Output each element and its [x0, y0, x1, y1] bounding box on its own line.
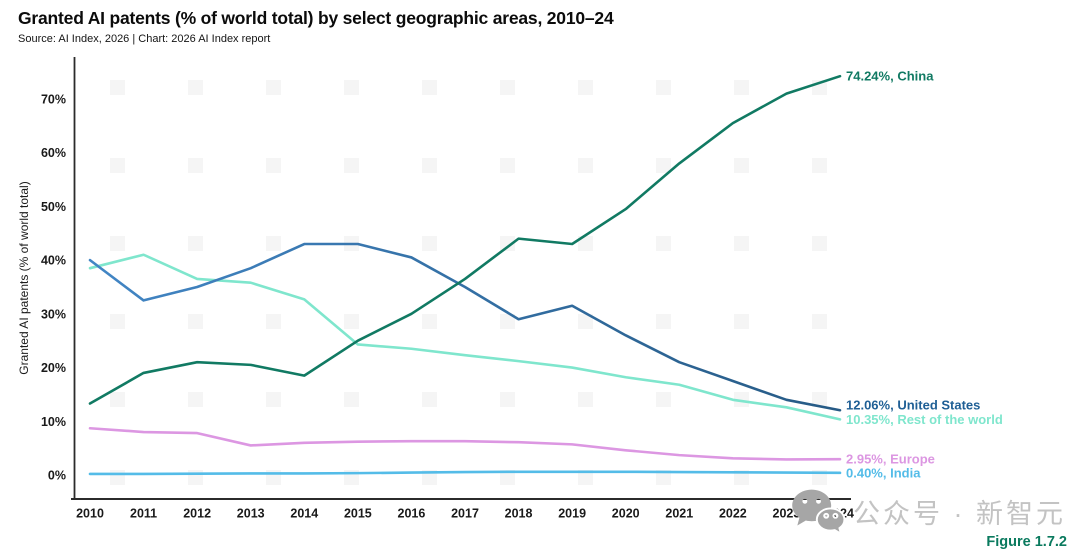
series-line-china	[88, 74, 842, 405]
y-tick-label: 50%	[41, 200, 66, 214]
x-tick-label: 2014	[290, 507, 318, 521]
series-line-india	[88, 470, 842, 476]
y-tick-label: 20%	[41, 361, 66, 375]
y-tick-label: 0%	[48, 469, 66, 483]
y-tick-label: 60%	[41, 146, 66, 160]
series-end-label-china: 74.24%, China	[846, 69, 934, 84]
x-tick-label: 2013	[237, 507, 265, 521]
x-tick-label: 2024	[826, 507, 854, 521]
chart-title: Granted AI patents (% of world total) by…	[18, 8, 614, 28]
chart-source: Source: AI Index, 2026 | Chart: 2026 AI …	[18, 33, 271, 45]
x-tick-label: 2021	[665, 507, 693, 521]
x-tick-label: 2019	[558, 507, 586, 521]
y-tick-label: 70%	[41, 92, 66, 106]
y-tick-label: 30%	[41, 307, 66, 321]
x-tick-label: 2010	[76, 507, 104, 521]
series-line-europe	[88, 426, 842, 461]
x-tick-label: 2011	[130, 507, 157, 521]
series-end-label-india: 0.40%, India	[846, 465, 921, 480]
x-tick-label: 2018	[505, 507, 533, 521]
x-tick-label: 2016	[398, 507, 426, 521]
series-end-label-europe: 2.95%, Europe	[846, 452, 935, 467]
x-tick-label: 2020	[612, 507, 640, 521]
series-end-label-rest-of-the-world: 10.35%, Rest of the world	[846, 412, 1003, 427]
x-tick-label: 2022	[719, 507, 747, 521]
figure-label: Figure 1.7.2	[986, 534, 1067, 550]
x-tick-label: 2012	[183, 507, 211, 521]
x-tick-label: 2023	[773, 507, 801, 521]
y-tick-label: 10%	[41, 415, 66, 429]
x-tick-label: 2015	[344, 507, 372, 521]
y-axis-title: Granted AI patents (% of world total)	[17, 181, 31, 374]
y-tick-label: 40%	[41, 254, 66, 268]
x-tick-label: 2017	[451, 507, 479, 521]
series-end-label-united-states: 12.06%, United States	[846, 398, 980, 413]
series-line-united-states	[88, 242, 842, 412]
